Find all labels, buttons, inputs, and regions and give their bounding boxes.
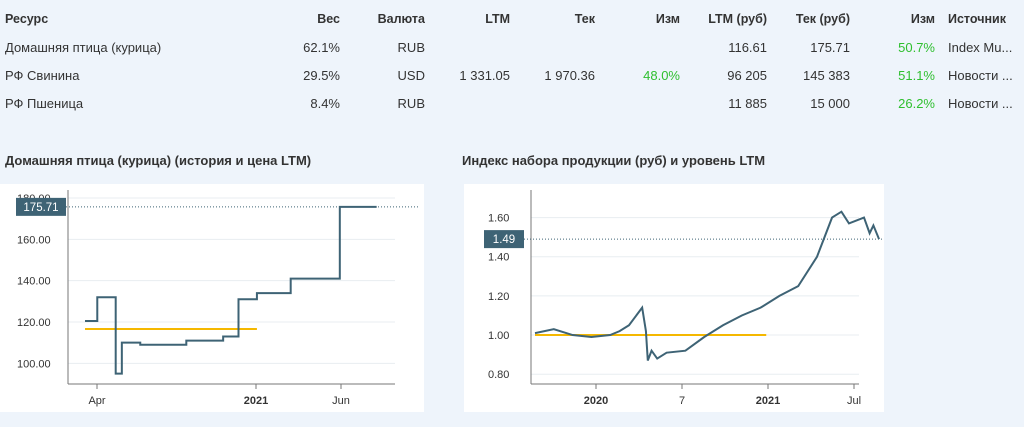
table-header-row: Ресурс Вес Валюта LTM Тек Изм LTM (руб) Тек (ру…	[0, 6, 1024, 34]
cell-currency: USD	[397, 68, 425, 83]
chart2-y-tick-label: 0.80	[488, 369, 509, 381]
chart1-current-label: 175.71	[23, 202, 58, 214]
chart1-y-tick-label: 160.00	[17, 234, 51, 246]
chart2-current-badge	[484, 230, 524, 249]
chart1-series-line[interactable]	[85, 205, 377, 375]
cell-resource: Домашняя птица (курица)	[5, 40, 162, 55]
column-header-chg[interactable]: Изм	[655, 12, 680, 26]
chart1-current-badge	[16, 197, 66, 216]
cell-ltm: 1 331.05	[459, 68, 510, 83]
cell-chg_rub: 51.1%	[898, 68, 935, 83]
cell-cur_rub: 175.71	[810, 40, 850, 55]
chart2-plot[interactable]: 0.80 1.00 1.20 1.40 1.60 2020 7 2021 Jul 1.49	[464, 184, 884, 412]
chart1-title: Домашняя птица (курица) (история и цена …	[5, 153, 312, 168]
chart1-x-tick-label: 2021	[244, 395, 268, 407]
column-header-ltm_rub[interactable]: LTM (руб)	[708, 12, 767, 26]
column-header-source[interactable]: Источник	[948, 12, 1006, 26]
cell-cur: 1 970.36	[544, 68, 595, 83]
cell-chg_rub: 26.2%	[898, 96, 935, 111]
table-row[interactable]: Домашняя птица (курица) 62.1% RUB 116.61 175…	[0, 34, 1024, 62]
chart2-x-tick-label: Jul	[847, 395, 861, 407]
cell-weight: 8.4%	[310, 96, 340, 111]
cell-resource: РФ Свинина	[5, 68, 80, 83]
chart1-y-tick-label: 100.00	[17, 358, 51, 370]
chart1-x-tick-label: Jun	[332, 395, 350, 407]
cell-weight: 29.5%	[303, 68, 340, 83]
chart1-y-tick-label: 120.00	[17, 317, 51, 329]
chart2-x-tick-label: 2021	[756, 395, 780, 407]
chart1-x-tick-label: Apr	[88, 395, 105, 407]
chart1-plot[interactable]: 100.00120.00140.00160.00180.00Apr2021Jun…	[0, 184, 424, 412]
cell-ltm_rub: 116.61	[728, 40, 767, 55]
cell-weight: 62.1%	[303, 40, 340, 55]
cell-ltm_rub: 11 885	[728, 96, 767, 111]
column-header-weight[interactable]: Вес	[317, 12, 340, 26]
cell-cur_rub: 145 383	[803, 68, 850, 83]
chart2-y-tick-label: 1.00	[488, 330, 509, 342]
chart2-current-label: 1.49	[493, 234, 515, 246]
column-header-cur[interactable]: Тек	[574, 12, 595, 26]
cell-ltm_rub: 96 205	[727, 68, 767, 83]
chart2-y-tick-label: 1.60	[488, 213, 509, 225]
column-header-currency[interactable]: Валюта	[377, 12, 425, 26]
chart1-y-tick-label: 140.00	[17, 276, 51, 288]
table-row[interactable]: РФ Пшеница 8.4% RUB 11 885 15 000 26.2% Новост…	[0, 90, 1024, 118]
cell-source: Index Mu...	[948, 40, 1013, 55]
cell-resource: РФ Пшеница	[5, 96, 84, 111]
table-row[interactable]: РФ Свинина 29.5% USD 1 331.05 1 970.36 48.0% 9…	[0, 62, 1024, 90]
column-header-ltm[interactable]: LTM	[485, 12, 510, 26]
cell-currency: RUB	[397, 96, 425, 111]
column-header-chg_rub[interactable]: Изм	[910, 12, 935, 26]
chart2-panel: 0.80 1.00 1.20 1.40 1.60 2020 7 2021 Jul 1.49	[464, 184, 884, 412]
chart2-y-tick-label: 1.40	[488, 252, 509, 264]
cell-chg: 48.0%	[643, 68, 680, 83]
cell-cur_rub: 15 000	[810, 96, 850, 111]
cell-source: Новости ...	[948, 68, 1013, 83]
chart2-title: Индекс набора продукции (руб) и уровень …	[462, 153, 766, 168]
cell-chg_rub: 50.7%	[898, 40, 935, 55]
column-header-cur_rub[interactable]: Тек (руб)	[795, 12, 850, 26]
cell-source: Новости ...	[948, 96, 1013, 111]
column-header-resource[interactable]: Ресурс	[5, 12, 49, 26]
cell-currency: RUB	[397, 40, 425, 55]
chart1-panel: 100.00120.00140.00160.00180.00Apr2021Jun…	[0, 184, 424, 412]
chart2-y-tick-label: 1.20	[488, 291, 509, 303]
chart2-x-tick-label: 7	[679, 395, 685, 407]
chart2-series-line[interactable]	[534, 210, 880, 361]
chart2-x-tick-label: 2020	[584, 395, 608, 407]
